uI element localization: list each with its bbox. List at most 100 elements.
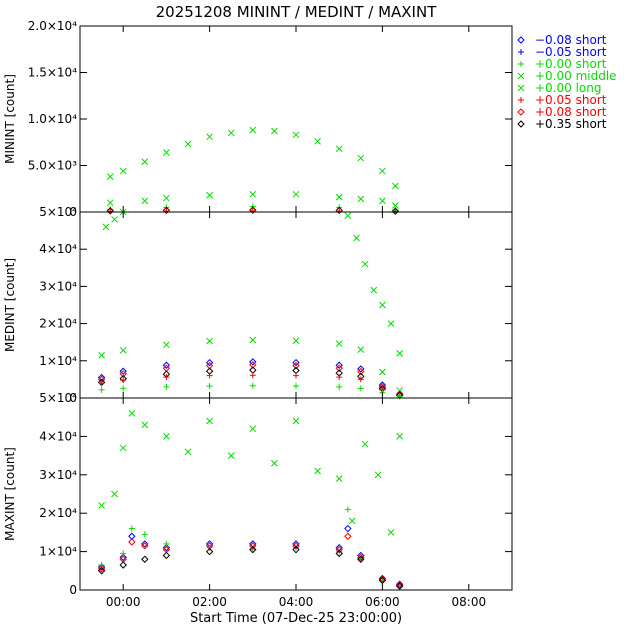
series-2-1 [102,208,404,357]
data-point [106,199,114,207]
data-point [314,467,321,475]
data-point [141,555,149,563]
data-point [357,555,365,563]
y-tick-label: 2×10⁴ [39,317,77,331]
data-point [97,565,106,573]
data-point [357,553,365,562]
y-tick-label: 3×10⁴ [39,468,77,482]
data-point [111,490,118,498]
series-3-1 [98,410,404,536]
data-point [206,133,213,141]
data-point [227,452,235,459]
data-point [292,337,300,345]
data-point [335,549,343,558]
data-point [379,167,386,175]
x-tick-label: 08:00 [452,595,487,609]
data-point [249,546,256,553]
data-point [357,367,365,376]
data-point [344,506,351,513]
data-point [249,358,257,366]
data-point [292,361,300,370]
data-point [163,207,170,214]
data-point [357,556,364,563]
x-tick-label: 04:00 [279,595,314,609]
x-tick-label: 00:00 [106,595,141,609]
data-point [227,129,235,137]
y-tick-label: 3×10⁴ [39,279,77,293]
data-point [293,372,299,379]
data-point [120,550,127,557]
data-point [141,197,149,205]
y-axis-label: MAXINT [count] [3,447,17,541]
series-1-2 [106,190,399,209]
series-2-7 [98,382,403,400]
legend-entry: +0.00 short [535,57,607,71]
data-point [163,383,170,390]
data-point [162,544,171,552]
y-tick-label: 1×10⁴ [39,545,77,559]
data-point [361,260,369,268]
data-point [119,167,127,175]
panel-2: 0 1×10⁴ 2×10⁴ 3×10⁴ 4×10⁴ 5×10⁴ MEDINT [count] [3,205,513,405]
data-point [271,459,278,467]
legend-marker [517,72,525,80]
data-point [141,540,149,548]
data-point [163,194,170,202]
y-tick-label: 1×10⁴ [39,354,77,368]
data-point [206,417,213,425]
data-point [141,421,149,429]
legend-marker [517,108,525,116]
data-point [344,532,352,540]
x-tick-label: 02:00 [192,595,227,609]
data-point [141,158,149,166]
series-2-5 [97,366,404,400]
data-point [335,145,343,153]
data-point [206,544,213,551]
data-point [336,374,343,381]
data-point [335,193,343,201]
data-point [379,301,386,309]
data-point [249,372,256,379]
data-point [163,374,170,381]
data-point [395,582,404,590]
data-point [107,208,114,215]
y-tick-label: 5×10⁴ [39,391,77,405]
data-point [335,545,343,554]
data-point [111,216,118,223]
data-point [141,531,148,538]
data-point [392,182,399,190]
data-point [292,545,300,554]
data-point [119,367,127,375]
data-point [336,383,343,390]
data-point [335,475,343,482]
y-tick-label: 0 [69,391,77,405]
data-point [128,410,136,417]
data-point [357,154,365,162]
data-point [357,365,365,373]
data-point [292,417,300,425]
panel-frame [79,25,513,213]
y-tick-label: 5×10⁴ [39,205,77,219]
data-point [163,540,170,547]
data-point [374,471,382,479]
data-point [378,576,387,585]
data-point [97,567,106,575]
series-3-5 [97,545,404,590]
data-point [292,131,300,139]
x-axis-label: Start Time (07-Dec-25 23:00:00) [190,611,402,626]
panel-frame [79,397,513,591]
legend-entry: +0.08 short [535,105,607,119]
y-tick-label: 4×10⁴ [39,242,77,256]
legend-marker [517,84,525,92]
data-point [119,347,127,354]
legend-marker [518,49,524,55]
data-point [249,542,257,550]
data-point [106,173,114,181]
data-point [162,361,171,369]
y-tick-label: 1.5×10⁴ [28,66,77,80]
data-point [379,368,386,376]
data-point [335,361,343,369]
data-point [314,137,321,145]
